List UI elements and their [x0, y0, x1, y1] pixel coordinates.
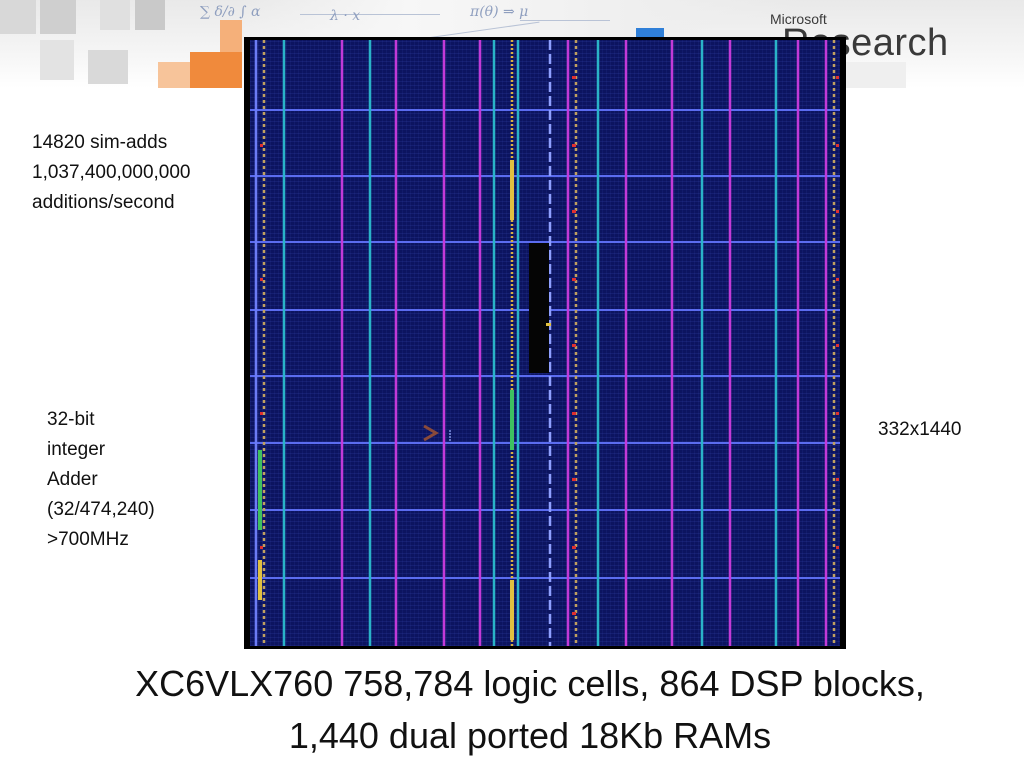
decor-square: [40, 40, 74, 80]
whiteboard-scribble: λ · x: [330, 8, 361, 24]
adder-line: >700MHz: [47, 529, 129, 550]
whiteboard-line: [520, 20, 610, 21]
caption-line-1: XC6VLX760 758,784 logic cells, 864 DSP b…: [135, 663, 925, 704]
decor-square: [135, 0, 165, 30]
additions-count-line: 1,037,400,000,000: [32, 162, 191, 183]
decor-square: [0, 0, 36, 34]
decor-square: [190, 52, 242, 88]
column-segments: [258, 160, 514, 640]
additions-per-second-line: additions/second: [32, 192, 175, 213]
fpga-routing-svg: [250, 40, 840, 646]
decor-square: [100, 0, 130, 30]
pointer-arrow: [164, 424, 439, 442]
dimensions-label: 332x1440: [878, 419, 962, 440]
hard-block: [529, 243, 549, 373]
adder-annotation: 32-bit integer Adder (32/474,240) >700MH…: [47, 405, 155, 555]
decor-square: [40, 0, 76, 34]
whiteboard-line: [300, 14, 440, 15]
hard-block-marker: [546, 323, 551, 326]
whiteboard-scribble: ∑ δ/∂ ∫ α: [200, 4, 261, 20]
adder-line: Adder: [47, 469, 98, 490]
adder-line: 32-bit: [47, 409, 95, 430]
sim-adds-annotation: 14820 sim-adds 1,037,400,000,000 additio…: [32, 128, 191, 218]
fpga-floorplan: [244, 37, 846, 649]
adder-line: (32/474,240): [47, 499, 155, 520]
sim-adds-line: 14820 sim-adds: [32, 132, 168, 153]
header-banner: ∑ δ/∂ ∫ α λ · x π(θ) ⇒ μ Microsoft Resea…: [0, 0, 1024, 88]
decor-square: [846, 62, 906, 88]
whiteboard-scribble: π(θ) ⇒ μ: [470, 4, 529, 20]
decor-square: [158, 62, 190, 88]
adder-line: integer: [47, 439, 106, 460]
caption-line-2: 1,440 dual ported 18Kb RAMs: [288, 715, 772, 756]
vertical-columns: [254, 40, 836, 646]
slide-caption: XC6VLX760 758,784 logic cells, 864 DSP b…: [40, 658, 1020, 762]
decor-square: [220, 20, 242, 52]
microsoft-logo-text: Microsoft: [770, 11, 827, 27]
arrow-head: [423, 424, 439, 442]
io-markers: [260, 76, 839, 615]
decor-square: [88, 50, 128, 84]
